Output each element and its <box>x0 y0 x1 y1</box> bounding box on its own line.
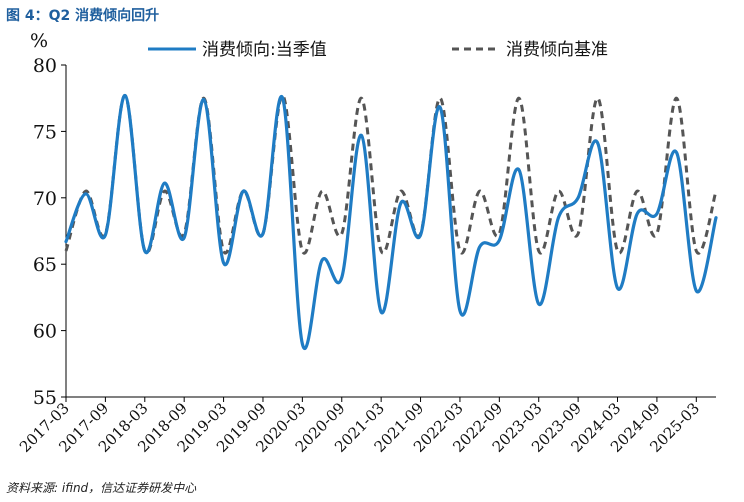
x-axis: 2017-032017-092018-032018-092019-032019-… <box>16 396 716 456</box>
source-note: 资料来源: ifind，信达证券研发中心 <box>6 481 197 495</box>
y-axis: 55 60 65 70 75 80 <box>33 55 67 409</box>
y-tick-label: 55 <box>33 387 57 409</box>
y-tick-label: 60 <box>33 321 57 343</box>
series-line-baseline <box>64 94 718 255</box>
y-axis-unit: % <box>30 30 48 52</box>
series-line-actual <box>64 93 718 350</box>
figure-title: 图 4：Q2 消费倾向回升 <box>6 8 160 24</box>
y-tick-label: 70 <box>33 188 57 210</box>
legend: 消费倾向:当季值 消费倾向基准 <box>148 40 608 60</box>
legend-label-actual: 消费倾向:当季值 <box>202 40 327 60</box>
legend-label-baseline: 消费倾向基准 <box>506 40 608 60</box>
plot-area <box>64 93 718 350</box>
y-tick-label: 75 <box>33 121 57 143</box>
y-tick-label: 65 <box>33 254 57 276</box>
y-tick-label: 80 <box>33 55 57 77</box>
